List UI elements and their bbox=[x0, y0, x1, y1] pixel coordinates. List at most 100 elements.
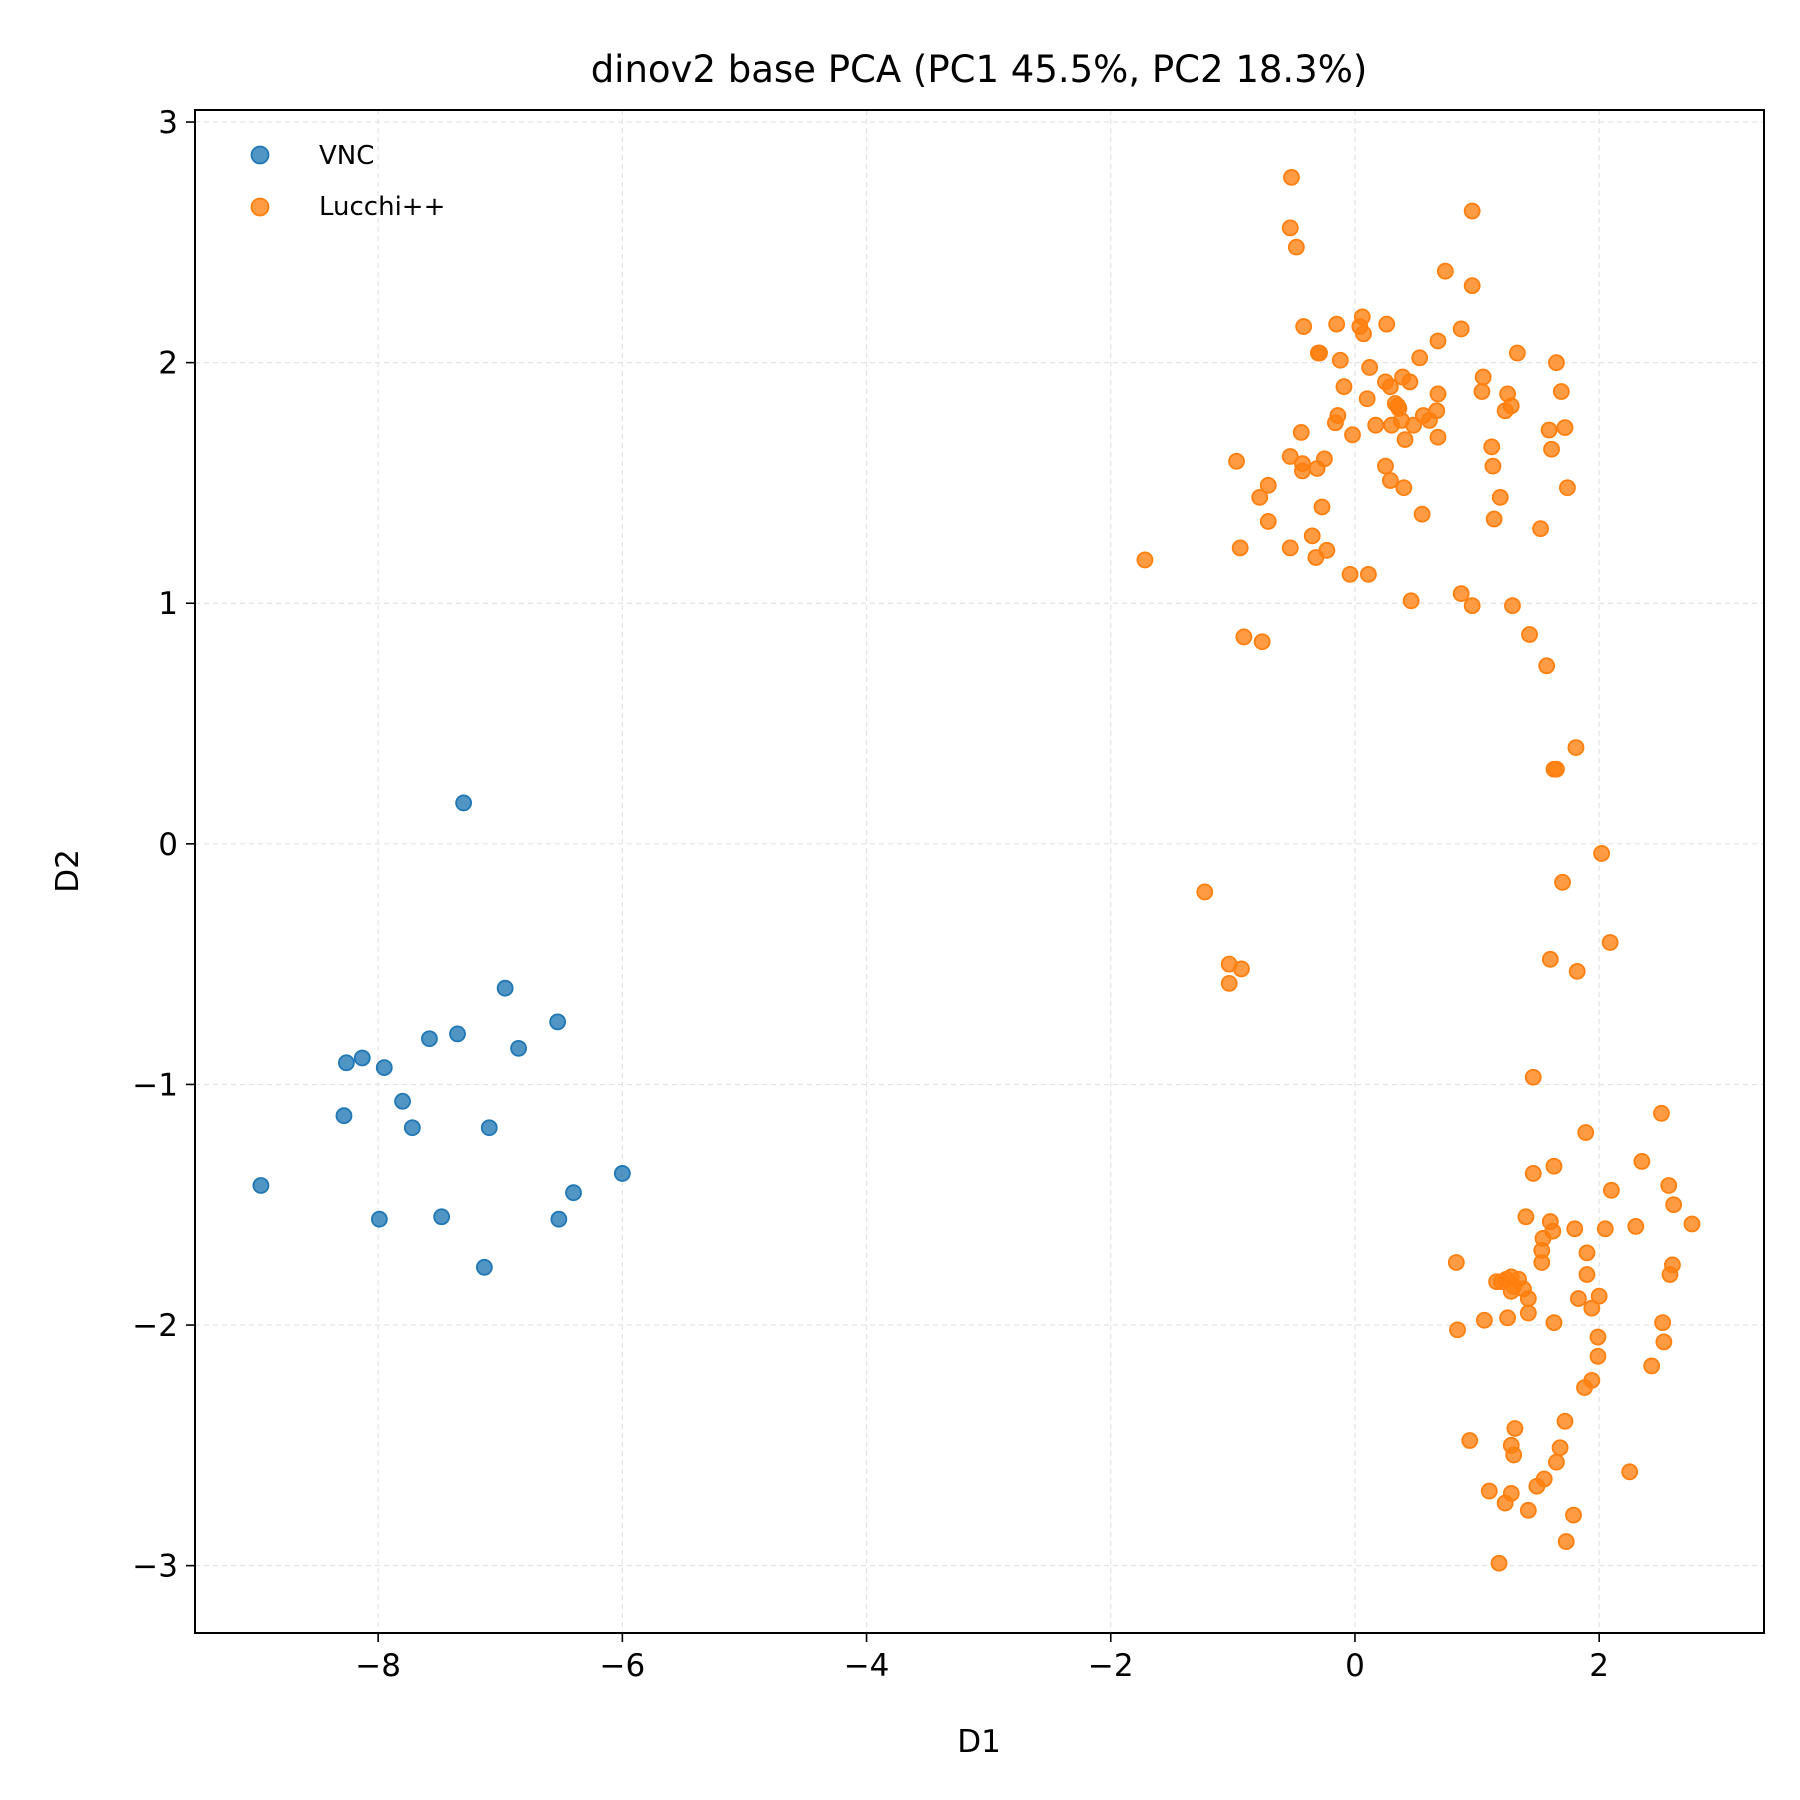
data-point-vnc bbox=[480, 1119, 498, 1137]
x-tick-label: −6 bbox=[600, 1648, 646, 1684]
data-point-lucchi bbox=[1567, 739, 1585, 756]
data-point-lucchi bbox=[1633, 1153, 1651, 1170]
data-point-vnc bbox=[335, 1107, 353, 1125]
data-point-lucchi bbox=[1488, 1273, 1505, 1291]
data-point-lucchi bbox=[1309, 344, 1327, 362]
data-point-lucchi bbox=[1504, 597, 1521, 615]
data-point-lucchi bbox=[1359, 565, 1377, 583]
data-point-lucchi bbox=[1259, 476, 1277, 494]
data-point-lucchi bbox=[1421, 411, 1438, 429]
data-point-vnc bbox=[433, 1208, 451, 1226]
data-point-lucchi bbox=[1405, 416, 1422, 434]
data-point-lucchi bbox=[1508, 344, 1526, 362]
data-point-vnc bbox=[613, 1165, 631, 1182]
data-point-lucchi bbox=[1556, 419, 1574, 436]
data-point-lucchi bbox=[1602, 1181, 1620, 1199]
x-axis-label: D1 bbox=[957, 1724, 1001, 1760]
data-point-lucchi bbox=[1499, 1309, 1516, 1327]
data-point-vnc bbox=[449, 1025, 466, 1043]
data-point-lucchi bbox=[1355, 325, 1372, 343]
data-point-lucchi bbox=[1341, 565, 1359, 583]
data-point-lucchi bbox=[1361, 359, 1379, 376]
data-point-lucchi bbox=[1281, 539, 1299, 557]
data-point-lucchi bbox=[1331, 351, 1349, 369]
data-point-lucchi bbox=[1485, 510, 1503, 528]
data-point-lucchi bbox=[1436, 262, 1454, 280]
data-point-lucchi bbox=[1429, 385, 1447, 403]
data-point-lucchi bbox=[1538, 657, 1556, 675]
data-point-lucchi bbox=[1475, 1311, 1493, 1329]
data-point-vnc bbox=[455, 794, 473, 812]
data-point-lucchi bbox=[1596, 1220, 1614, 1238]
data-point-lucchi bbox=[1452, 320, 1470, 338]
data-point-lucchi bbox=[1491, 488, 1509, 506]
data-point-lucchi bbox=[1548, 760, 1565, 778]
data-point-lucchi bbox=[1540, 421, 1558, 439]
data-point-lucchi bbox=[1292, 424, 1310, 441]
data-point-lucchi bbox=[1294, 462, 1311, 480]
y-tick-label: 0 bbox=[158, 827, 178, 863]
data-point-lucchi bbox=[1429, 428, 1447, 446]
data-point-lucchi bbox=[1519, 1290, 1537, 1307]
data-point-vnc bbox=[252, 1177, 270, 1194]
data-point-vnc bbox=[375, 1059, 393, 1076]
data-point-lucchi bbox=[1231, 539, 1249, 557]
data-point-vnc bbox=[510, 1039, 527, 1057]
data-points bbox=[252, 168, 1701, 1572]
data-point-lucchi bbox=[1396, 431, 1414, 449]
data-point-lucchi bbox=[1483, 438, 1501, 456]
chart-title: dinov2 base PCA (PC1 45.5%, PC2 18.3%) bbox=[591, 48, 1368, 91]
data-point-vnc bbox=[496, 979, 514, 997]
data-point-lucchi bbox=[1543, 440, 1560, 458]
data-point-lucchi bbox=[1643, 1357, 1661, 1375]
data-point-lucchi bbox=[1552, 383, 1570, 400]
data-point-lucchi bbox=[1660, 1177, 1678, 1194]
data-point-lucchi bbox=[1447, 1254, 1465, 1271]
data-point-lucchi bbox=[1517, 1208, 1535, 1226]
axis-ticks: −8 −6 −4 −2 0 2 −3 −2 −1 0 1 2 3 bbox=[132, 105, 1609, 1684]
data-point-lucchi bbox=[1253, 633, 1271, 651]
data-point-lucchi bbox=[1570, 1290, 1587, 1307]
x-tick-label: −8 bbox=[355, 1648, 401, 1684]
data-point-lucchi bbox=[1589, 1328, 1607, 1346]
data-point-lucchi bbox=[1295, 318, 1313, 335]
data-point-lucchi bbox=[1577, 1124, 1595, 1141]
data-point-lucchi bbox=[1683, 1215, 1701, 1233]
y-tick-label: −3 bbox=[132, 1549, 178, 1585]
data-point-lucchi bbox=[1541, 950, 1559, 968]
data-point-lucchi bbox=[1484, 457, 1502, 475]
data-point-vnc bbox=[370, 1210, 388, 1228]
data-point-lucchi bbox=[1402, 592, 1420, 610]
data-point-lucchi bbox=[1411, 349, 1429, 367]
data-point-lucchi bbox=[1401, 373, 1419, 391]
data-point-lucchi bbox=[1665, 1196, 1683, 1214]
data-point-lucchi bbox=[1565, 1506, 1582, 1524]
data-point-lucchi bbox=[1496, 1494, 1514, 1512]
y-tick-label: −1 bbox=[132, 1067, 178, 1103]
data-point-lucchi bbox=[1559, 479, 1576, 497]
data-point-vnc bbox=[421, 1030, 438, 1048]
legend: VNC Lucchi++ bbox=[250, 141, 445, 222]
data-point-lucchi bbox=[1528, 1477, 1546, 1495]
data-point-lucchi bbox=[1545, 1157, 1563, 1175]
data-point-vnc bbox=[550, 1210, 568, 1228]
plot-area-frame bbox=[194, 109, 1765, 1634]
data-point-lucchi bbox=[1533, 1254, 1551, 1271]
data-point-lucchi bbox=[1233, 960, 1250, 978]
data-point-lucchi bbox=[1490, 1554, 1508, 1572]
grid bbox=[195, 110, 1764, 1633]
legend-label-lucchi: Lucchi++ bbox=[319, 192, 445, 222]
data-point-lucchi bbox=[1413, 505, 1431, 523]
data-point-lucchi bbox=[1287, 238, 1305, 256]
data-point-lucchi bbox=[1259, 513, 1277, 530]
data-point-lucchi bbox=[1196, 883, 1214, 901]
data-point-lucchi bbox=[1452, 585, 1470, 603]
data-point-lucchi bbox=[1220, 974, 1238, 992]
y-axis-label: D2 bbox=[50, 849, 86, 893]
data-point-lucchi bbox=[1627, 1217, 1645, 1235]
data-point-lucchi bbox=[1344, 426, 1361, 444]
y-tick-label: 1 bbox=[158, 586, 178, 622]
data-point-lucchi bbox=[1519, 1501, 1537, 1519]
data-point-lucchi bbox=[1621, 1463, 1639, 1481]
